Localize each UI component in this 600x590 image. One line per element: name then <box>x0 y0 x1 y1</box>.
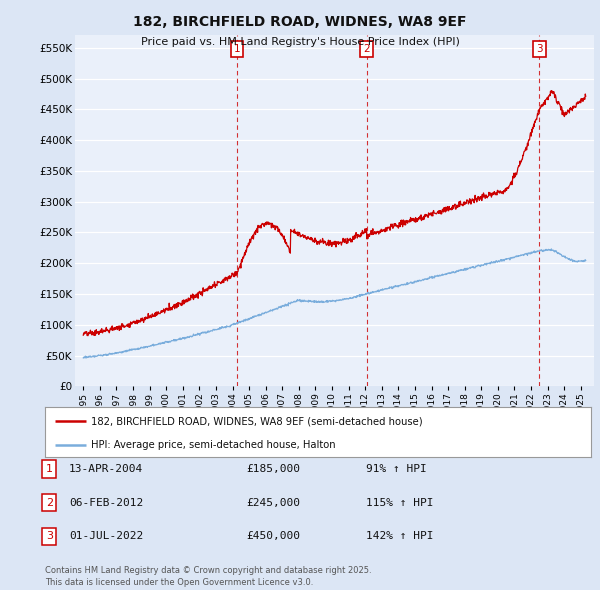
Text: 115% ↑ HPI: 115% ↑ HPI <box>366 498 433 507</box>
Text: 182, BIRCHFIELD ROAD, WIDNES, WA8 9EF: 182, BIRCHFIELD ROAD, WIDNES, WA8 9EF <box>133 15 467 29</box>
Text: 182, BIRCHFIELD ROAD, WIDNES, WA8 9EF (semi-detached house): 182, BIRCHFIELD ROAD, WIDNES, WA8 9EF (s… <box>91 416 423 426</box>
Text: 06-FEB-2012: 06-FEB-2012 <box>69 498 143 507</box>
Text: 91% ↑ HPI: 91% ↑ HPI <box>366 464 427 474</box>
Text: HPI: Average price, semi-detached house, Halton: HPI: Average price, semi-detached house,… <box>91 440 336 450</box>
Text: Price paid vs. HM Land Registry's House Price Index (HPI): Price paid vs. HM Land Registry's House … <box>140 37 460 47</box>
Text: 2: 2 <box>364 44 370 54</box>
Text: £245,000: £245,000 <box>246 498 300 507</box>
Text: 1: 1 <box>46 464 53 474</box>
Text: Contains HM Land Registry data © Crown copyright and database right 2025.
This d: Contains HM Land Registry data © Crown c… <box>45 566 371 587</box>
Text: 13-APR-2004: 13-APR-2004 <box>69 464 143 474</box>
Text: 2: 2 <box>46 498 53 507</box>
Text: 142% ↑ HPI: 142% ↑ HPI <box>366 532 433 541</box>
Text: 3: 3 <box>46 532 53 541</box>
Text: £185,000: £185,000 <box>246 464 300 474</box>
Text: 01-JUL-2022: 01-JUL-2022 <box>69 532 143 541</box>
Text: £450,000: £450,000 <box>246 532 300 541</box>
Text: 3: 3 <box>536 44 542 54</box>
Text: 1: 1 <box>234 44 241 54</box>
